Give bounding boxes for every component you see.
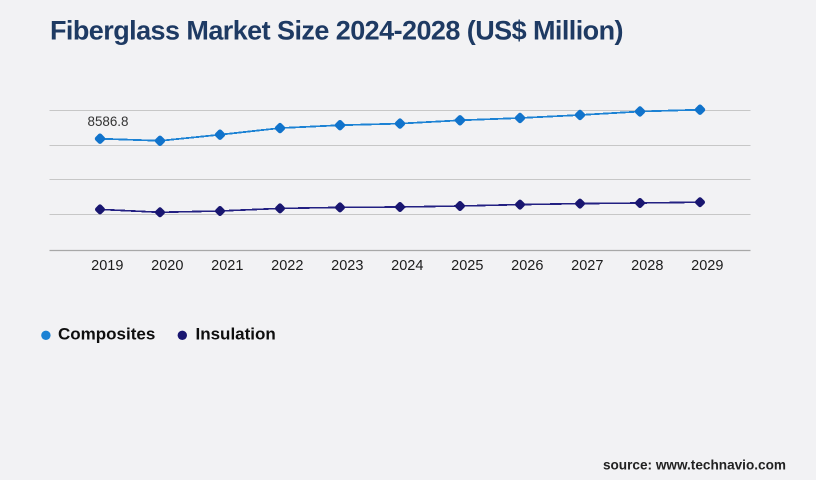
svg-text:2029: 2029 — [691, 258, 723, 274]
svg-text:2020: 2020 — [151, 258, 183, 274]
svg-text:Composites: Composites — [58, 324, 155, 343]
svg-text:2026: 2026 — [511, 258, 543, 274]
svg-text:2024: 2024 — [391, 258, 423, 274]
svg-text:2021: 2021 — [211, 258, 243, 274]
svg-text:Fiberglass Market Size 2024-20: Fiberglass Market Size 2024-2028 (US$ Mi… — [50, 16, 623, 46]
svg-text:Insulation: Insulation — [196, 324, 276, 343]
svg-text:2022: 2022 — [271, 258, 303, 274]
svg-text:2025: 2025 — [451, 258, 483, 274]
svg-text:2027: 2027 — [571, 258, 603, 274]
svg-text:2028: 2028 — [631, 258, 663, 274]
svg-text:2019: 2019 — [91, 258, 123, 274]
svg-text:8586.8: 8586.8 — [88, 114, 129, 129]
svg-text:2023: 2023 — [331, 258, 363, 274]
svg-text:source: www.technavio.com: source: www.technavio.com — [603, 458, 786, 473]
